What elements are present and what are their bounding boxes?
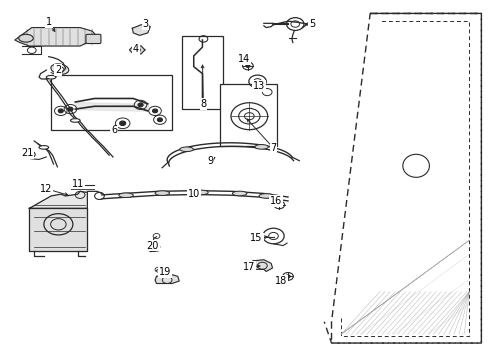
Ellipse shape — [259, 194, 273, 198]
Polygon shape — [251, 260, 272, 271]
Text: 10: 10 — [187, 189, 200, 199]
Polygon shape — [15, 28, 97, 46]
Circle shape — [245, 64, 249, 67]
FancyBboxPatch shape — [86, 34, 101, 44]
Circle shape — [29, 153, 33, 156]
Circle shape — [285, 275, 289, 278]
Text: 6: 6 — [111, 125, 117, 135]
Text: 15: 15 — [250, 234, 262, 243]
Text: 2: 2 — [55, 65, 61, 75]
Text: 20: 20 — [146, 240, 159, 251]
Text: 13: 13 — [252, 81, 264, 91]
Circle shape — [120, 121, 125, 125]
Polygon shape — [129, 46, 144, 54]
Text: 17: 17 — [243, 262, 255, 272]
Ellipse shape — [19, 34, 33, 42]
Text: 16: 16 — [269, 196, 282, 206]
Circle shape — [157, 118, 162, 122]
Circle shape — [277, 203, 281, 206]
Ellipse shape — [51, 64, 69, 74]
Text: 11: 11 — [71, 179, 83, 189]
Polygon shape — [29, 208, 87, 251]
Ellipse shape — [193, 190, 208, 195]
Text: 21: 21 — [20, 148, 33, 158]
Text: 14: 14 — [238, 54, 250, 64]
Ellipse shape — [254, 145, 268, 149]
Text: 4: 4 — [132, 44, 139, 54]
Ellipse shape — [232, 191, 246, 196]
Bar — [220, 84, 277, 146]
Text: 12: 12 — [40, 184, 52, 194]
Text: 7: 7 — [270, 143, 276, 153]
Ellipse shape — [155, 191, 169, 195]
Text: 19: 19 — [158, 267, 170, 277]
Polygon shape — [29, 192, 87, 208]
Circle shape — [68, 107, 73, 111]
Text: 18: 18 — [274, 276, 286, 286]
Bar — [51, 76, 172, 130]
Ellipse shape — [70, 119, 80, 122]
Polygon shape — [147, 244, 160, 252]
Ellipse shape — [46, 76, 56, 79]
Polygon shape — [132, 24, 150, 35]
Ellipse shape — [39, 145, 49, 149]
Text: 8: 8 — [200, 99, 206, 109]
Ellipse shape — [402, 154, 428, 177]
Ellipse shape — [180, 147, 193, 152]
Circle shape — [152, 109, 157, 113]
Circle shape — [134, 48, 140, 52]
Text: 9: 9 — [207, 156, 213, 166]
Ellipse shape — [56, 67, 64, 72]
Circle shape — [58, 109, 63, 113]
Text: 3: 3 — [142, 19, 148, 29]
Polygon shape — [155, 274, 179, 283]
Text: 5: 5 — [308, 19, 315, 29]
Circle shape — [138, 103, 142, 107]
Bar — [181, 36, 223, 109]
Ellipse shape — [119, 193, 133, 198]
Text: 1: 1 — [45, 17, 52, 27]
